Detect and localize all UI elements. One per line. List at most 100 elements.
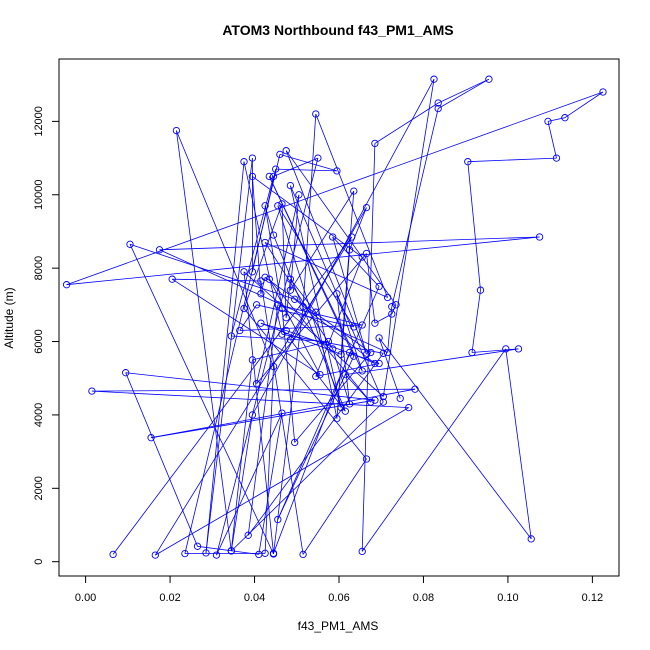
data-point [286, 181, 295, 190]
series-line-segment [159, 249, 388, 353]
series-line-segment [471, 290, 481, 353]
x-tick-label: 0.00 [75, 592, 96, 604]
series-line-segment [264, 242, 334, 350]
data-point [257, 319, 265, 327]
data-point [341, 407, 349, 415]
data-point [252, 301, 261, 309]
x-tick-label: 0.08 [413, 592, 434, 604]
data-point [324, 337, 333, 346]
series-line-segment [268, 279, 321, 375]
data-point [312, 372, 320, 381]
data-point [379, 392, 387, 401]
x-tick-label: 0.02 [159, 592, 180, 604]
data-point [345, 400, 354, 408]
data-point [314, 154, 322, 162]
data-point [388, 310, 396, 318]
series-line-segment [230, 359, 253, 551]
x-tick-label: 0.10 [497, 592, 518, 604]
series-line-segment [129, 243, 295, 300]
series-line-segment [247, 353, 384, 536]
data-point [535, 233, 544, 241]
series-line-segment [112, 236, 353, 555]
series-line-segment [345, 374, 371, 403]
series-line-segment [176, 130, 274, 367]
data-point [155, 246, 164, 254]
series-line-segment [290, 207, 367, 340]
y-tick-label: 12000 [33, 106, 45, 137]
x-tick-label: 0.06 [328, 592, 349, 604]
series-line-segment [315, 256, 363, 377]
data-point [405, 403, 413, 412]
data-point [544, 117, 552, 126]
data-point [375, 359, 383, 368]
data-point [514, 345, 523, 353]
series-line-segment [564, 91, 604, 119]
series-line-segment [273, 352, 350, 554]
series-line-segment [349, 207, 367, 250]
data-point [274, 515, 282, 524]
series-line-segment [467, 161, 481, 291]
series-line-segment [438, 78, 490, 104]
data-point [252, 380, 261, 388]
data-point [434, 99, 442, 107]
series-line-segment [336, 249, 350, 419]
series-layer [62, 75, 607, 559]
data-point [383, 293, 392, 302]
data-point [527, 535, 535, 543]
data-point [291, 295, 299, 303]
data-point [265, 172, 273, 181]
series-line-segment [302, 458, 367, 555]
series-line-segment [216, 412, 283, 556]
series-line-segment [345, 348, 519, 375]
series-line-segment [247, 304, 279, 536]
data-point [371, 359, 379, 368]
data-point [295, 191, 303, 199]
data-point [240, 268, 248, 276]
data-point [261, 273, 269, 281]
series-line-segment [256, 304, 354, 328]
data-point [367, 398, 375, 406]
data-point [257, 277, 265, 285]
series-line-segment [205, 158, 253, 553]
series-line-segment [91, 390, 409, 408]
data-point [362, 350, 371, 359]
data-point [299, 303, 307, 311]
data-point [464, 158, 472, 166]
data-point [599, 88, 607, 96]
series-line-segment [252, 176, 262, 294]
data-point [329, 233, 337, 241]
series-line-segment [243, 161, 283, 335]
data-point [392, 301, 400, 309]
series-line-segment [315, 113, 388, 298]
data-point [269, 172, 278, 181]
series-line-segment [290, 185, 342, 408]
series-line-segment [243, 308, 367, 460]
series-line-segment [239, 324, 363, 331]
y-tick-label: 8000 [33, 256, 45, 280]
data-point [62, 281, 71, 289]
x-axis: 0.00 0.02 0.04 0.06 0.08 0.10 0.12 [75, 575, 603, 604]
series-line-segment [290, 278, 317, 313]
series-line-segment [91, 388, 416, 392]
series-line-segment [252, 79, 435, 416]
data-point [379, 349, 387, 357]
data-point [333, 290, 341, 298]
series-line-segment [336, 293, 350, 404]
data-point [286, 336, 295, 344]
data-point [126, 240, 134, 248]
series-line-segment [547, 121, 557, 159]
y-tick-label: 0 [33, 559, 45, 565]
data-point [379, 398, 387, 406]
series-line-segment [281, 333, 384, 354]
series-line-segment [336, 293, 363, 372]
data-point [248, 411, 257, 419]
series-line-segment [260, 280, 304, 555]
series-line-segment [281, 203, 287, 318]
series-line-segment [231, 401, 384, 552]
data-point [434, 104, 442, 113]
data-point [430, 75, 438, 83]
data-point [278, 200, 286, 208]
series-line-segment [315, 363, 380, 377]
y-tick-label: 4000 [33, 403, 45, 427]
